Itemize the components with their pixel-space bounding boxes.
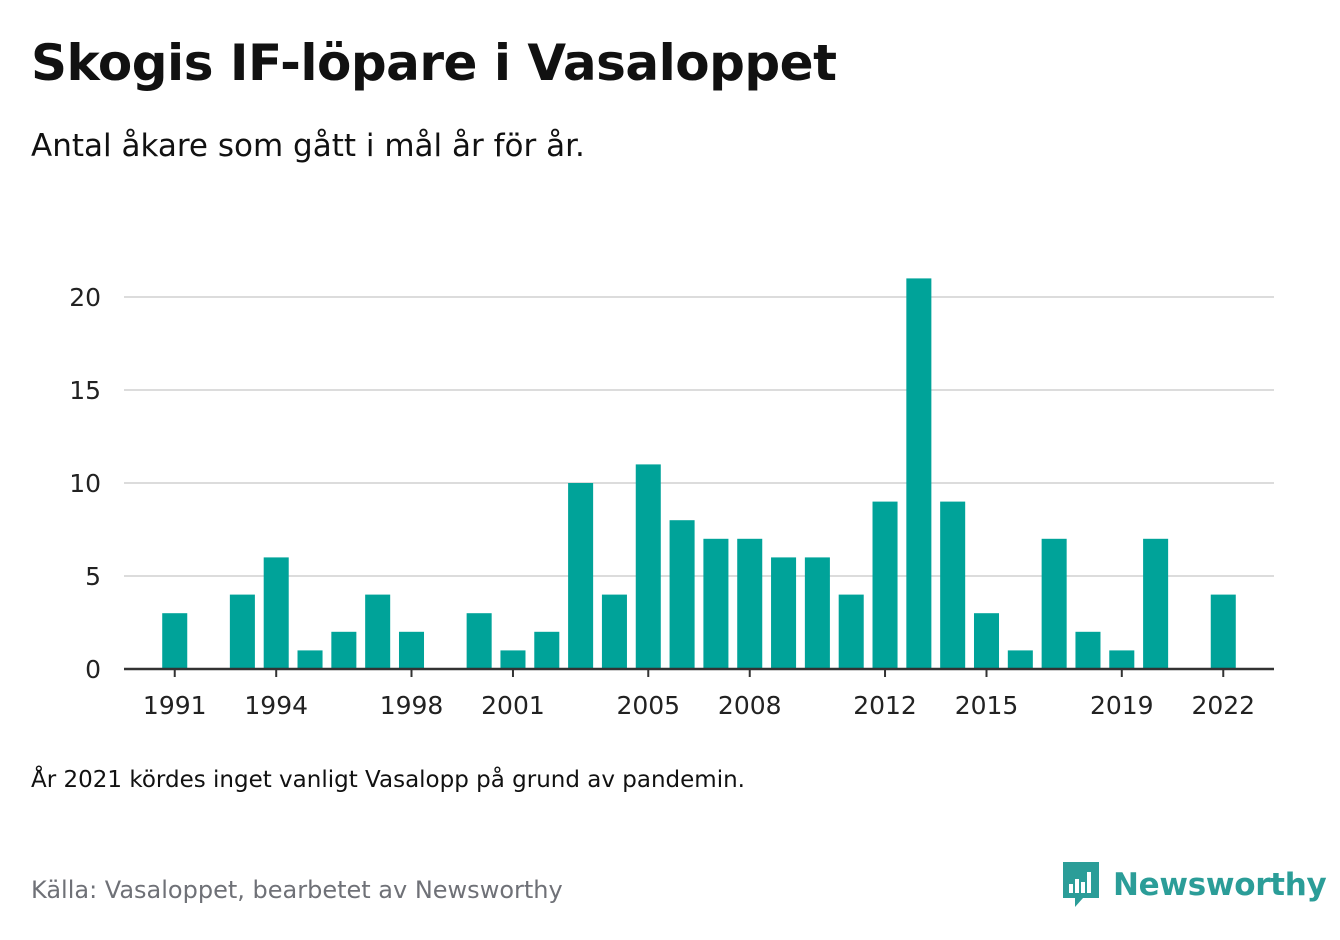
x-tick-label: 2019 [1090, 691, 1154, 720]
bar [973, 613, 1000, 669]
bar [1210, 594, 1236, 669]
newsworthy-logo-icon [1063, 862, 1099, 907]
x-tick-label: 1994 [244, 691, 308, 720]
y-tick-label: 10 [69, 469, 101, 498]
bar [1109, 650, 1135, 669]
bar [635, 464, 661, 669]
chart-subtitle: Antal åkare som gått i mål år för år. [31, 128, 585, 164]
bar [1041, 538, 1067, 669]
bar [703, 538, 729, 669]
footnote: År 2021 kördes inget vanligt Vasalopp på… [31, 767, 745, 793]
bar [162, 613, 188, 669]
bar [669, 520, 695, 669]
chart-title: Skogis IF-löpare i Vasaloppet [31, 34, 837, 92]
bar [601, 594, 627, 669]
bar [804, 557, 830, 669]
bar [872, 501, 898, 669]
bar [466, 613, 492, 669]
x-tick-label: 2008 [718, 691, 782, 720]
y-tick-label: 15 [69, 376, 101, 405]
bar [534, 631, 560, 669]
bar [568, 483, 594, 669]
bar [1143, 538, 1169, 669]
bar [331, 631, 357, 669]
y-tick-label: 0 [85, 655, 101, 684]
y-tick-label: 20 [69, 283, 101, 312]
bar [906, 278, 932, 669]
bar [297, 650, 323, 669]
bar [940, 501, 966, 669]
bar [737, 538, 763, 669]
bar [365, 594, 391, 669]
x-tick-label: 1991 [143, 691, 207, 720]
bar [1075, 631, 1101, 669]
bar [263, 557, 289, 669]
x-tick-label: 2022 [1191, 691, 1255, 720]
bar [500, 650, 526, 669]
bar [771, 557, 797, 669]
x-tick-label: 2012 [853, 691, 917, 720]
bar [838, 594, 864, 669]
x-tick-label: 2015 [955, 691, 1019, 720]
bar [398, 631, 425, 669]
source-text: Källa: Vasaloppet, bearbetet av Newswort… [31, 876, 563, 904]
bar [1007, 650, 1033, 669]
x-tick-label: 2001 [481, 691, 545, 720]
brand-logo: Newsworthy [1061, 860, 1327, 910]
x-tick-label: 1998 [380, 691, 444, 720]
bar [229, 594, 255, 669]
y-tick-label: 5 [85, 562, 101, 591]
x-tick-label: 2005 [616, 691, 680, 720]
brand-name: Newsworthy [1113, 867, 1327, 903]
